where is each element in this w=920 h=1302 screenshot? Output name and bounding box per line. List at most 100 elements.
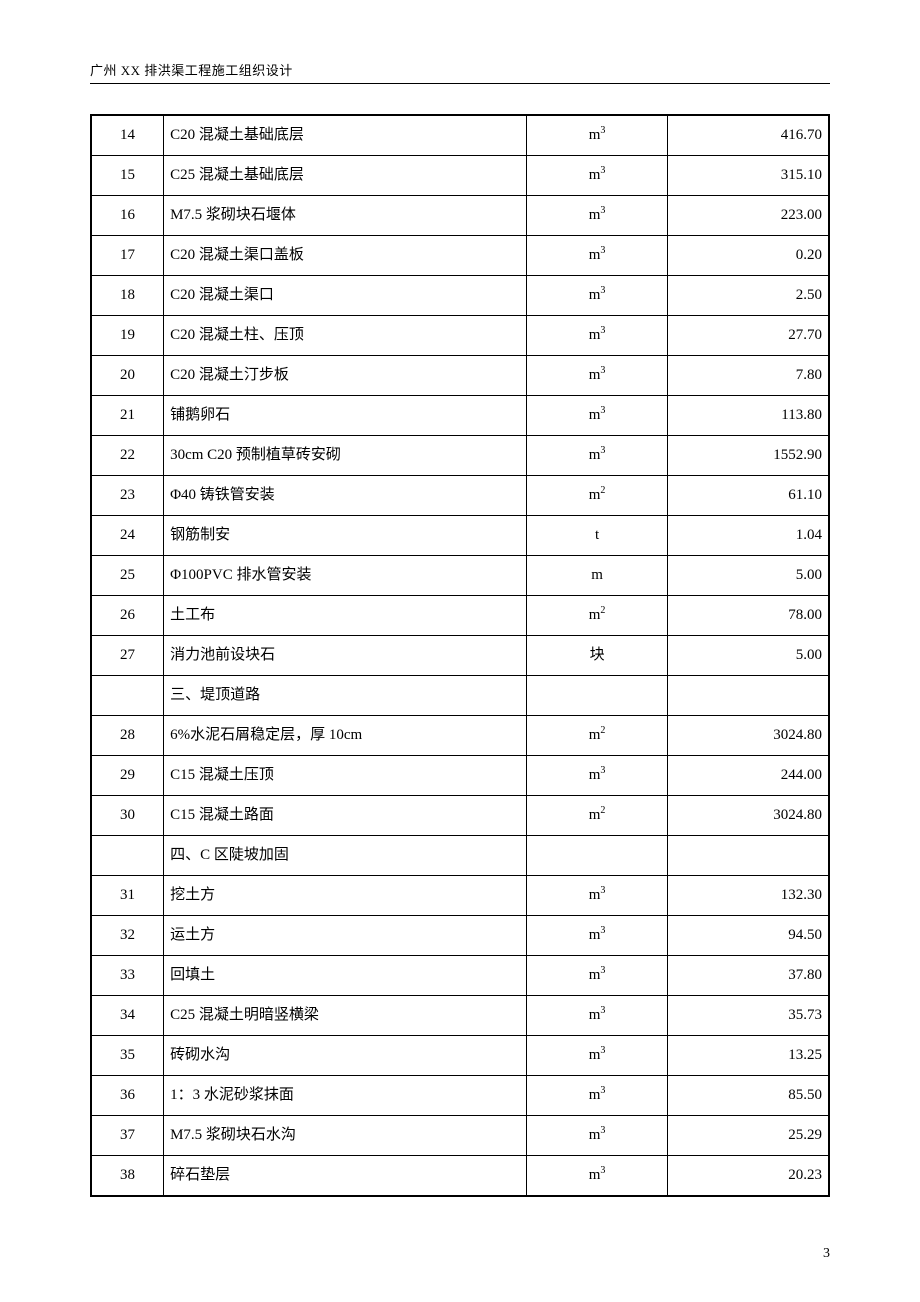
cell-num: 36: [91, 1076, 164, 1116]
table-row: 16M7.5 浆砌块石堰体m3223.00: [91, 196, 829, 236]
cell-desc: C15 混凝土路面: [164, 796, 527, 836]
cell-desc: 30cm C20 预制植草砖安砌: [164, 436, 527, 476]
cell-num: 23: [91, 476, 164, 516]
cell-value: [668, 676, 829, 716]
table-row: 37M7.5 浆砌块石水沟m325.29: [91, 1116, 829, 1156]
table-row: 25Φ100PVC 排水管安装m5.00: [91, 556, 829, 596]
cell-desc: Φ40 铸铁管安装: [164, 476, 527, 516]
cell-desc: 三、堤顶道路: [164, 676, 527, 716]
cell-desc: 碎石垫层: [164, 1156, 527, 1197]
cell-desc: 回填土: [164, 956, 527, 996]
cell-num: 25: [91, 556, 164, 596]
quantities-table: 14C20 混凝土基础底层m3416.7015C25 混凝土基础底层m3315.…: [90, 114, 830, 1197]
cell-desc: 砖砌水沟: [164, 1036, 527, 1076]
cell-value: 3024.80: [668, 796, 829, 836]
cell-value: 61.10: [668, 476, 829, 516]
cell-unit: m3: [527, 876, 668, 916]
table-row: 27消力池前设块石块5.00: [91, 636, 829, 676]
table-row: 34C25 混凝土明暗竖横梁m335.73: [91, 996, 829, 1036]
cell-num: 27: [91, 636, 164, 676]
cell-num: 31: [91, 876, 164, 916]
cell-num: 22: [91, 436, 164, 476]
cell-desc: C15 混凝土压顶: [164, 756, 527, 796]
cell-value: 2.50: [668, 276, 829, 316]
cell-unit: m2: [527, 596, 668, 636]
cell-desc: 铺鹅卵石: [164, 396, 527, 436]
cell-unit: [527, 836, 668, 876]
table-row: 20C20 混凝土汀步板m37.80: [91, 356, 829, 396]
cell-desc: C25 混凝土基础底层: [164, 156, 527, 196]
table-row: 23Φ40 铸铁管安装m261.10: [91, 476, 829, 516]
cell-desc: 消力池前设块石: [164, 636, 527, 676]
cell-desc: 土工布: [164, 596, 527, 636]
cell-value: 27.70: [668, 316, 829, 356]
cell-value: 0.20: [668, 236, 829, 276]
table-row: 18C20 混凝土渠口m32.50: [91, 276, 829, 316]
cell-unit: m3: [527, 916, 668, 956]
cell-desc: 6%水泥石屑稳定层，厚 10cm: [164, 716, 527, 756]
table-row: 26土工布m278.00: [91, 596, 829, 636]
cell-desc: C20 混凝土渠口盖板: [164, 236, 527, 276]
cell-value: 94.50: [668, 916, 829, 956]
cell-num: 14: [91, 115, 164, 156]
cell-num: 18: [91, 276, 164, 316]
cell-num: 15: [91, 156, 164, 196]
cell-desc: M7.5 浆砌块石堰体: [164, 196, 527, 236]
cell-unit: m2: [527, 796, 668, 836]
cell-num: 32: [91, 916, 164, 956]
document-page: 广州 XX 排洪渠工程施工组织设计 14C20 混凝土基础底层m3416.701…: [0, 0, 920, 1302]
table-row: 361：3 水泥砂浆抹面m385.50: [91, 1076, 829, 1116]
page-number: 3: [823, 1246, 830, 1262]
cell-unit: m: [527, 556, 668, 596]
table-row: 33回填土m337.80: [91, 956, 829, 996]
header-title: 广州 XX 排洪渠工程施工组织设计: [90, 63, 293, 78]
cell-num: 34: [91, 996, 164, 1036]
cell-unit: m3: [527, 156, 668, 196]
cell-value: 85.50: [668, 1076, 829, 1116]
cell-num: 29: [91, 756, 164, 796]
cell-value: 5.00: [668, 556, 829, 596]
cell-unit: m3: [527, 996, 668, 1036]
table-row: 30C15 混凝土路面m23024.80: [91, 796, 829, 836]
cell-value: 244.00: [668, 756, 829, 796]
cell-unit: 块: [527, 636, 668, 676]
cell-unit: m3: [527, 356, 668, 396]
cell-value: 416.70: [668, 115, 829, 156]
cell-unit: m3: [527, 396, 668, 436]
table-row: 24钢筋制安t1.04: [91, 516, 829, 556]
cell-unit: m3: [527, 1156, 668, 1197]
table-row: 35砖砌水沟m313.25: [91, 1036, 829, 1076]
cell-value: 7.80: [668, 356, 829, 396]
cell-num: [91, 676, 164, 716]
cell-unit: m2: [527, 476, 668, 516]
cell-unit: m3: [527, 196, 668, 236]
cell-value: 113.80: [668, 396, 829, 436]
cell-desc: 钢筋制安: [164, 516, 527, 556]
cell-value: 223.00: [668, 196, 829, 236]
cell-desc: C20 混凝土柱、压顶: [164, 316, 527, 356]
cell-value: 132.30: [668, 876, 829, 916]
cell-value: 1.04: [668, 516, 829, 556]
cell-value: 37.80: [668, 956, 829, 996]
table-row: 21铺鹅卵石m3113.80: [91, 396, 829, 436]
cell-desc: 挖土方: [164, 876, 527, 916]
cell-unit: m3: [527, 756, 668, 796]
page-header: 广州 XX 排洪渠工程施工组织设计: [90, 60, 830, 84]
cell-unit: m3: [527, 436, 668, 476]
cell-value: [668, 836, 829, 876]
table-row: 29C15 混凝土压顶m3244.00: [91, 756, 829, 796]
cell-num: 33: [91, 956, 164, 996]
cell-unit: m3: [527, 236, 668, 276]
cell-unit: m2: [527, 716, 668, 756]
cell-desc: C20 混凝土渠口: [164, 276, 527, 316]
cell-unit: m3: [527, 1116, 668, 1156]
table-row: 286%水泥石屑稳定层，厚 10cmm23024.80: [91, 716, 829, 756]
table-row: 19C20 混凝土柱、压顶m327.70: [91, 316, 829, 356]
cell-desc: C20 混凝土汀步板: [164, 356, 527, 396]
cell-num: 20: [91, 356, 164, 396]
cell-value: 1552.90: [668, 436, 829, 476]
cell-desc: C20 混凝土基础底层: [164, 115, 527, 156]
cell-unit: m3: [527, 316, 668, 356]
cell-unit: [527, 676, 668, 716]
cell-num: 19: [91, 316, 164, 356]
